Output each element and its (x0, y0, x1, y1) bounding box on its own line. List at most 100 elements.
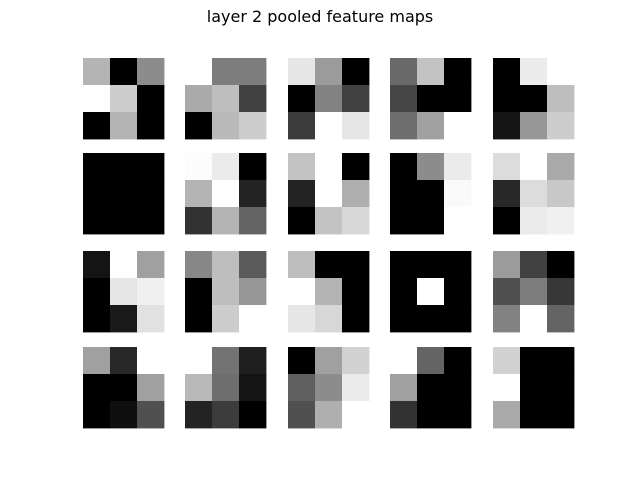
pixel-cell (315, 207, 343, 235)
pixel-cell (444, 85, 472, 113)
pixel-cell (342, 251, 370, 279)
pixel-cell (137, 85, 165, 113)
pixel-cell (547, 58, 575, 86)
pixel-cell (417, 278, 445, 306)
pixel-cell (342, 278, 370, 306)
feature-map-16 (83, 347, 165, 429)
pixel-cell (342, 180, 370, 208)
pixel-cell (342, 305, 370, 333)
pixel-cell (493, 401, 521, 429)
pixel-cell (239, 401, 267, 429)
pixel-cell (137, 112, 165, 140)
pixel-cell (239, 207, 267, 235)
pixel-cell (493, 58, 521, 86)
pixel-cell (110, 401, 138, 429)
pixel-cell (342, 401, 370, 429)
pixel-cell (493, 278, 521, 306)
feature-map-1 (83, 58, 165, 140)
pixel-cell (185, 374, 213, 402)
pixel-cell (342, 112, 370, 140)
pixel-cell (547, 374, 575, 402)
feature-map-19 (390, 347, 472, 429)
pixel-cell (212, 207, 240, 235)
pixel-cell (288, 278, 316, 306)
pixel-cell (417, 347, 445, 375)
pixel-cell (239, 374, 267, 402)
pixel-cell (390, 85, 418, 113)
pixel-cell (547, 180, 575, 208)
pixel-cell (83, 278, 111, 306)
feature-map-17 (185, 347, 267, 429)
feature-map-9 (390, 153, 472, 235)
pixel-cell (444, 374, 472, 402)
pixel-cell (185, 305, 213, 333)
pixel-cell (520, 305, 548, 333)
pixel-cell (212, 251, 240, 279)
feature-map-14 (390, 251, 472, 333)
pixel-cell (315, 401, 343, 429)
pixel-cell (212, 153, 240, 181)
pixel-cell (212, 278, 240, 306)
pixel-cell (547, 85, 575, 113)
pixel-cell (212, 85, 240, 113)
feature-map-11 (83, 251, 165, 333)
pixel-cell (83, 347, 111, 375)
pixel-cell (520, 180, 548, 208)
pixel-cell (110, 374, 138, 402)
pixel-cell (520, 401, 548, 429)
pixel-cell (185, 251, 213, 279)
pixel-cell (520, 153, 548, 181)
pixel-cell (315, 251, 343, 279)
feature-map-4 (390, 58, 472, 140)
feature-map-8 (288, 153, 370, 235)
pixel-cell (417, 401, 445, 429)
pixel-cell (185, 347, 213, 375)
pixel-cell (444, 347, 472, 375)
feature-map-7 (185, 153, 267, 235)
pixel-cell (110, 85, 138, 113)
pixel-cell (493, 180, 521, 208)
pixel-cell (185, 207, 213, 235)
pixel-cell (444, 401, 472, 429)
pixel-cell (185, 58, 213, 86)
pixel-cell (185, 153, 213, 181)
pixel-cell (390, 180, 418, 208)
pixel-cell (390, 278, 418, 306)
pixel-cell (417, 153, 445, 181)
pixel-cell (417, 112, 445, 140)
pixel-cell (520, 347, 548, 375)
pixel-cell (185, 180, 213, 208)
pixel-cell (390, 305, 418, 333)
pixel-cell (520, 207, 548, 235)
pixel-cell (390, 374, 418, 402)
pixel-cell (137, 251, 165, 279)
pixel-cell (288, 374, 316, 402)
pixel-cell (342, 58, 370, 86)
pixel-cell (493, 251, 521, 279)
pixel-cell (185, 85, 213, 113)
pixel-cell (137, 278, 165, 306)
pixel-cell (137, 58, 165, 86)
pixel-cell (493, 112, 521, 140)
pixel-cell (493, 153, 521, 181)
pixel-cell (493, 347, 521, 375)
pixel-cell (83, 251, 111, 279)
pixel-cell (547, 153, 575, 181)
pixel-cell (493, 85, 521, 113)
pixel-cell (520, 278, 548, 306)
pixel-cell (288, 85, 316, 113)
pixel-cell (547, 347, 575, 375)
pixel-cell (288, 207, 316, 235)
feature-map-12 (185, 251, 267, 333)
pixel-cell (444, 153, 472, 181)
pixel-cell (342, 347, 370, 375)
pixel-cell (444, 58, 472, 86)
feature-map-10 (493, 153, 575, 235)
pixel-cell (83, 207, 111, 235)
pixel-cell (390, 347, 418, 375)
pixel-cell (342, 374, 370, 402)
pixel-cell (520, 58, 548, 86)
pixel-cell (342, 207, 370, 235)
pixel-cell (137, 180, 165, 208)
